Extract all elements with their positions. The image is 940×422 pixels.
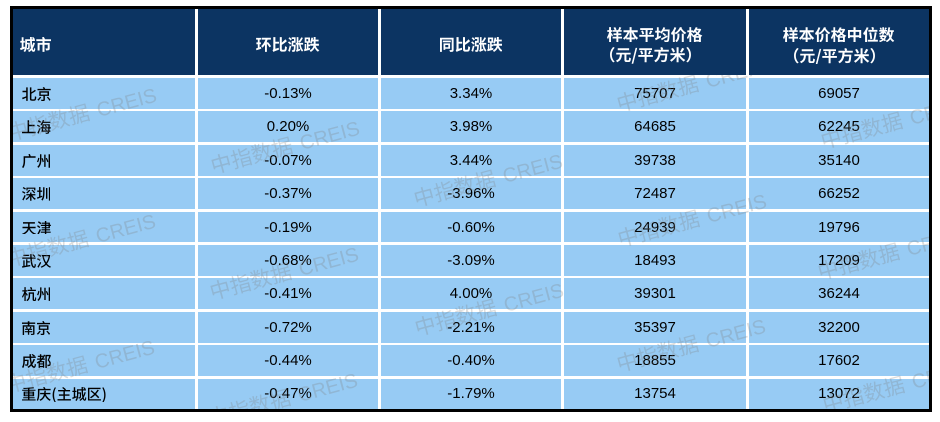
svg-text:CREIS: CREIS (295, 369, 360, 406)
svg-text:CREIS: CREIS (297, 117, 362, 154)
svg-text:CREIS: CREIS (704, 190, 769, 227)
svg-text:CREIS: CREIS (907, 92, 929, 129)
svg-text:CREIS: CREIS (703, 75, 768, 93)
svg-text:CREIS: CREIS (909, 356, 929, 393)
svg-text:CREIS: CREIS (500, 150, 565, 187)
svg-text:CREIS: CREIS (296, 243, 361, 280)
svg-text:CREIS: CREIS (703, 315, 768, 352)
svg-text:CREIS: CREIS (94, 84, 159, 121)
svg-text:CREIS: CREIS (92, 336, 157, 373)
svg-text:CREIS: CREIS (904, 223, 929, 260)
svg-text:CREIS: CREIS (93, 210, 158, 247)
svg-text:CREIS: CREIS (501, 279, 566, 316)
